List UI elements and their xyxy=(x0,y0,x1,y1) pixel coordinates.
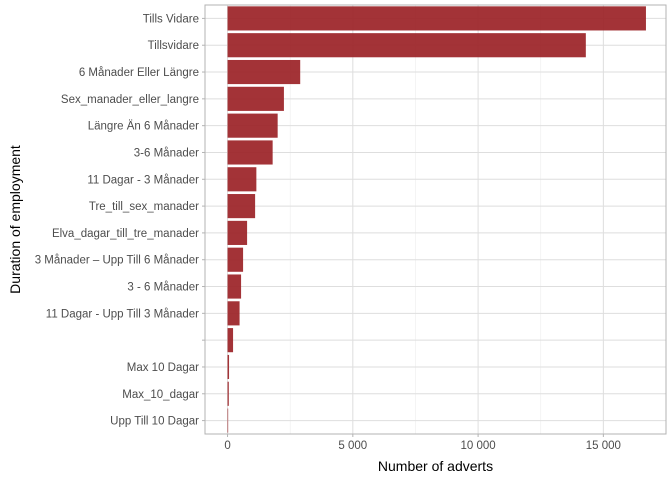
y-tick-label: Sex_manader_eller_langre xyxy=(61,94,199,106)
x-axis-title: Number of adverts xyxy=(378,458,493,474)
y-axis-ticks: Tills Vidare Tillsvidare 6 Månader Eller L… xyxy=(35,13,205,428)
bar xyxy=(227,113,278,138)
bar xyxy=(227,6,646,31)
bar xyxy=(227,140,273,165)
bar xyxy=(227,408,229,433)
bar xyxy=(227,167,257,192)
y-tick-label: Max 10 Dagar xyxy=(127,362,199,374)
y-tick-label: 3 Månader – Upp Till 6 Månader xyxy=(35,255,199,267)
bar xyxy=(227,33,586,58)
bar xyxy=(227,220,248,245)
bar xyxy=(227,274,242,299)
bar xyxy=(227,194,256,219)
bar xyxy=(227,381,229,406)
y-tick-label: Tills Vidare xyxy=(143,13,199,25)
y-tick-label: Längre Än 6 Månader xyxy=(88,121,199,133)
y-tick-label: 6 Månader Eller Längre xyxy=(79,67,199,79)
y-tick-label: 11 Dagar - Upp Till 3 Månader xyxy=(46,308,199,320)
y-tick-label: Max_10_dagar xyxy=(122,389,199,401)
bar xyxy=(227,59,301,85)
x-tick-label: 10 000 xyxy=(460,440,495,452)
x-tick-label: 15 000 xyxy=(586,440,621,452)
bar xyxy=(227,86,284,111)
y-tick-label: Upp Till 10 Dagar xyxy=(110,416,199,428)
bar xyxy=(227,247,244,272)
x-axis-ticks: 0 5 000 10 000 15 000 xyxy=(224,434,621,452)
y-axis-title: Duration of employment xyxy=(7,145,23,294)
y-tick-label: 3 - 6 Månader xyxy=(127,282,199,294)
y-tick-label: 11 Dagar - 3 Månader xyxy=(87,174,199,186)
bar xyxy=(227,328,234,353)
y-tick-label: Elva_dagar_till_tre_manader xyxy=(52,228,199,240)
panel-border xyxy=(204,4,667,435)
y-tick-label: Tre_till_sex_manader xyxy=(89,201,199,213)
y-tick-label: Tillsvidare xyxy=(148,40,199,52)
y-tick-label: 3-6 Månader xyxy=(134,147,199,159)
bar xyxy=(227,354,230,380)
x-tick-label: 5 000 xyxy=(338,440,367,452)
bar xyxy=(227,301,240,326)
x-tick-label: 0 xyxy=(224,440,230,452)
bars-group xyxy=(227,6,646,433)
